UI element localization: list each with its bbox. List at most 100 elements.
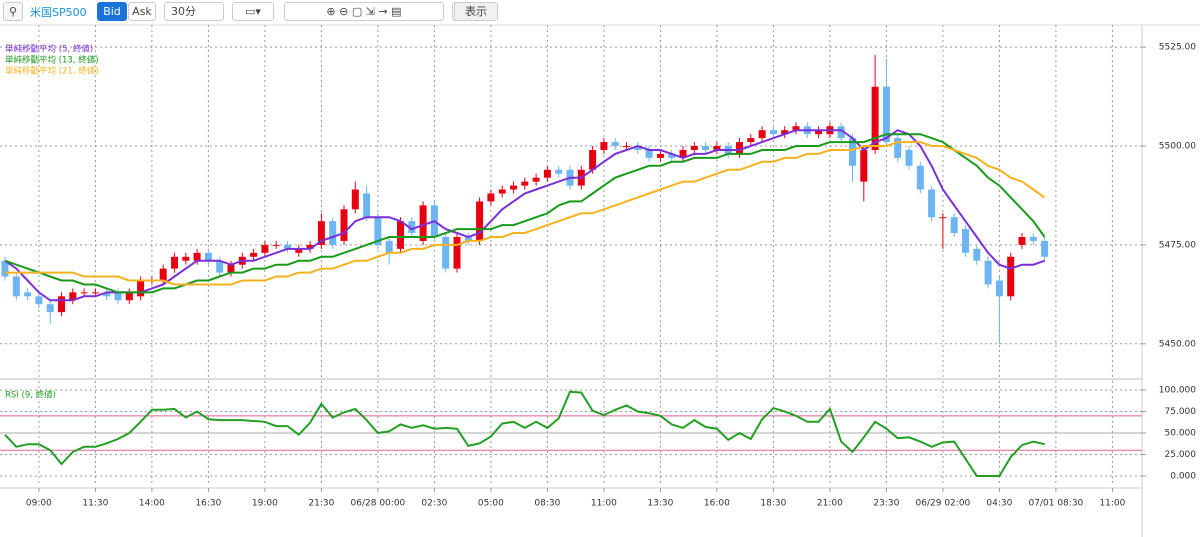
candle-body bbox=[882, 86, 890, 143]
candle-body bbox=[91, 292, 99, 294]
candle-body bbox=[374, 217, 382, 245]
candle-body bbox=[24, 292, 32, 297]
candle-body bbox=[962, 229, 969, 253]
x-tick-label: 07/01 08:30 bbox=[1029, 499, 1084, 509]
candle-body bbox=[12, 276, 20, 297]
candle-body bbox=[894, 138, 902, 158]
x-tick-label: 16:30 bbox=[195, 499, 221, 509]
candle-body bbox=[385, 240, 393, 253]
candle-body bbox=[137, 280, 145, 297]
x-tick-label: 14:00 bbox=[139, 499, 165, 509]
candle-body bbox=[849, 138, 856, 166]
candle-body bbox=[1029, 236, 1037, 241]
candle-body bbox=[939, 217, 947, 219]
candle-body bbox=[363, 193, 371, 218]
legend-entry: 単純移動平均 (5, 終値) bbox=[5, 44, 93, 55]
candle-body bbox=[306, 244, 314, 249]
candle-body bbox=[182, 256, 190, 261]
y-tick-label: 75.000 bbox=[1165, 407, 1197, 417]
x-tick-label: 04:30 bbox=[986, 499, 1012, 509]
candle-body bbox=[216, 260, 224, 273]
candle-body bbox=[442, 236, 450, 269]
y-tick-label: 100.000 bbox=[1159, 386, 1196, 396]
view-button[interactable]: 表示 bbox=[454, 2, 498, 21]
candle-body bbox=[397, 221, 404, 249]
candle-body bbox=[871, 86, 879, 150]
candle-body bbox=[611, 142, 619, 147]
candle-body bbox=[713, 146, 721, 150]
candle-body bbox=[815, 130, 823, 135]
symbol[interactable]: 米国SP500 bbox=[30, 6, 87, 19]
candle-body bbox=[476, 201, 484, 241]
candle-body bbox=[532, 177, 540, 182]
candle-body bbox=[69, 292, 77, 301]
candle-body bbox=[634, 146, 642, 150]
candle-body bbox=[747, 138, 755, 143]
candle-body bbox=[781, 130, 789, 135]
y-tick-label: 5500.00 bbox=[1159, 142, 1196, 152]
candle-body bbox=[1007, 256, 1015, 297]
x-tick-label: 11:30 bbox=[82, 499, 108, 509]
y-tick-label: 25.000 bbox=[1165, 450, 1197, 460]
candle-body bbox=[419, 205, 427, 241]
candle-body bbox=[623, 146, 630, 148]
candle-body bbox=[408, 221, 416, 234]
chart-type-select[interactable]: ▭▾ bbox=[232, 2, 274, 21]
candle-body bbox=[250, 252, 258, 257]
interval-select[interactable]: 30分 bbox=[164, 2, 224, 21]
x-tick-label: 11:00 bbox=[1099, 499, 1125, 509]
candle-body bbox=[487, 193, 495, 202]
x-tick-label: 18:30 bbox=[760, 499, 786, 509]
candle-body bbox=[837, 126, 845, 139]
y-tick-label: 5525.00 bbox=[1159, 43, 1196, 53]
search-button[interactable]: ⚲ bbox=[3, 2, 23, 21]
candle-body bbox=[35, 296, 43, 305]
candle-body bbox=[1041, 240, 1049, 257]
y-tick-label: 5450.00 bbox=[1159, 339, 1196, 349]
candle-body bbox=[193, 252, 201, 261]
candle-body bbox=[272, 244, 280, 246]
x-tick-label: 16:00 bbox=[704, 499, 730, 509]
candle-body bbox=[171, 256, 178, 269]
x-tick-label: 05:00 bbox=[478, 499, 504, 509]
candle-body bbox=[984, 260, 992, 285]
candle-body bbox=[351, 189, 359, 210]
line-series bbox=[4, 133, 1046, 294]
candle-body bbox=[916, 165, 924, 190]
x-tick-label: 23:30 bbox=[873, 499, 899, 509]
candle-body bbox=[928, 189, 936, 218]
candle-body bbox=[736, 142, 743, 154]
line-series bbox=[4, 129, 1045, 302]
ask-button[interactable]: Ask bbox=[128, 2, 156, 21]
candle-body bbox=[204, 252, 212, 261]
toolbar: ⚲ 米国SP500 Bid Ask 30分 ▭▾ ⊕ ⊖ ▢ ⇲ → ▤ ⤴ 表… bbox=[0, 0, 1200, 24]
candle-body bbox=[46, 304, 54, 313]
candle-body bbox=[769, 130, 777, 135]
candle-body bbox=[600, 142, 608, 150]
candle-body bbox=[589, 149, 597, 170]
x-tick-label: 19:00 bbox=[252, 499, 278, 509]
x-tick-label: 06/28 00:00 bbox=[351, 499, 406, 509]
candle-body bbox=[295, 248, 303, 253]
candle-body bbox=[543, 169, 551, 178]
candle-body bbox=[656, 153, 664, 158]
candle-body bbox=[1018, 236, 1026, 245]
x-tick-label: 06/29 02:00 bbox=[916, 499, 971, 509]
legend-entry: 単純移動平均 (13, 終値) bbox=[5, 55, 99, 66]
legend-entry: RSI (9, 終値) bbox=[5, 390, 56, 401]
bid-button[interactable]: Bid bbox=[97, 2, 127, 21]
candle-body bbox=[973, 248, 981, 261]
candle-body bbox=[690, 146, 698, 150]
candle-body bbox=[758, 130, 766, 139]
candle-body bbox=[340, 209, 348, 241]
candle-body bbox=[679, 149, 687, 158]
candle-body bbox=[555, 169, 563, 174]
candle-body bbox=[453, 236, 461, 269]
x-tick-label: 09:00 bbox=[26, 499, 52, 509]
x-tick-label: 21:00 bbox=[817, 499, 843, 509]
candle-body bbox=[645, 149, 653, 158]
candle-body bbox=[668, 153, 676, 158]
tool-buttons[interactable]: ⊕ ⊖ ▢ ⇲ → ▤ bbox=[284, 2, 444, 21]
candle-body bbox=[103, 292, 111, 297]
